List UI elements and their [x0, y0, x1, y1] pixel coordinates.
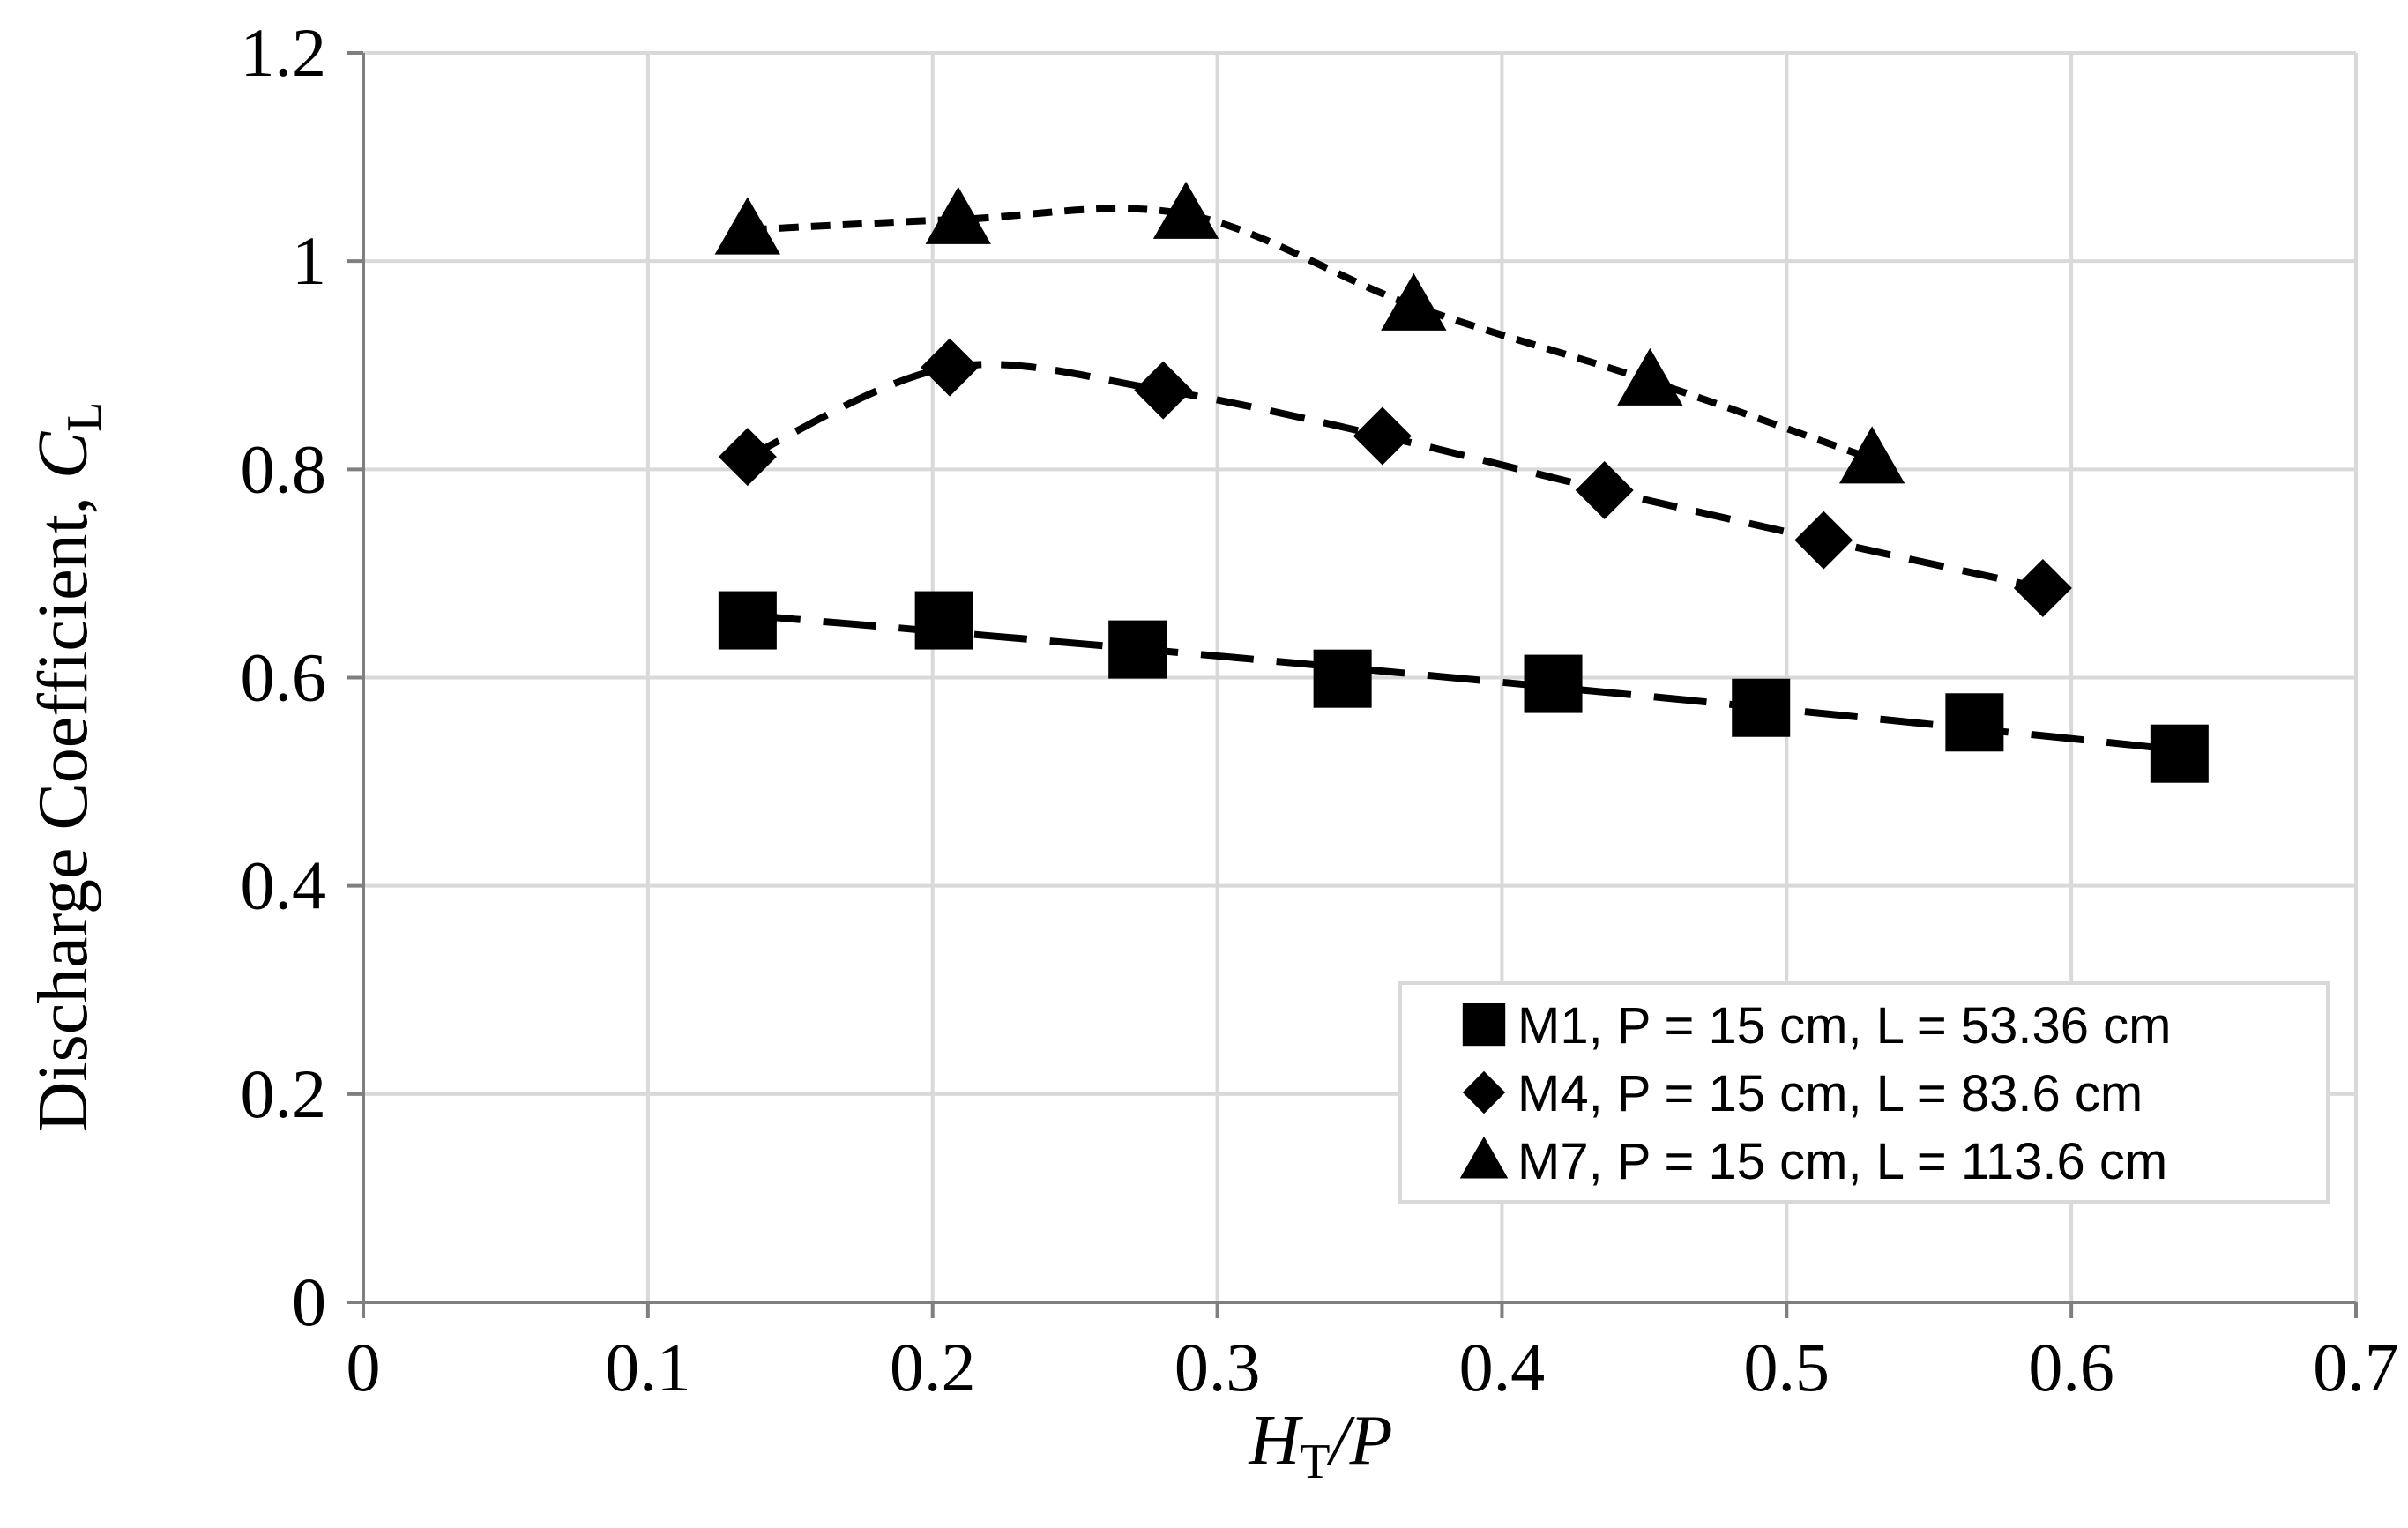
x-tick-label: 0.2 — [890, 1329, 976, 1405]
trendline-series-1 — [747, 611, 2181, 754]
x-axis-title-variable: H — [1248, 1402, 1303, 1480]
x-tick-label: 0 — [347, 1329, 381, 1405]
legend-marker-series-3 — [1459, 1136, 1509, 1179]
data-point-series-1 — [1732, 678, 1791, 737]
data-point-series-2 — [718, 428, 777, 487]
data-point-series-2 — [1353, 406, 1412, 466]
legend-label-series-3: M7, P = 15 cm, L = 113.6 cm — [1517, 1133, 2167, 1190]
legend: M1, P = 15 cm, L = 53.36 cm M4, P = 15 cm… — [1398, 981, 2330, 1204]
data-point-series-3 — [1838, 426, 1905, 484]
trendline-series-3 — [747, 205, 1874, 463]
axes-layer: 0 0.2 0.4 0.6 0.8 1 1.2 0 0.1 0.2 0.3 0.4 0.5 0.6 0.7 — [241, 14, 2399, 1405]
data-point-series-1 — [1945, 693, 2004, 752]
y-tick-label: 0.8 — [241, 430, 327, 507]
trendline-layer — [746, 205, 2181, 754]
legend-label-series-2: M4, P = 15 cm, L = 83.6 cm — [1517, 1065, 2143, 1122]
x-tick-label: 0.6 — [2028, 1329, 2114, 1405]
data-point-series-2 — [1794, 511, 1853, 570]
x-axis-title-subscript: T — [1300, 1435, 1330, 1489]
legend-box — [1398, 981, 2330, 1204]
data-point-series-2 — [921, 338, 980, 397]
x-tick-label: 0.4 — [1459, 1329, 1546, 1405]
x-axis-title-rest: /P — [1326, 1402, 1392, 1480]
y-tick-label: 0.2 — [241, 1055, 327, 1132]
data-point-series-1 — [914, 591, 973, 650]
y-axis-title: Discharge Coefficient, CL — [25, 402, 112, 1133]
data-point-series-2 — [1575, 460, 1634, 519]
legend-marker-series-1 — [1462, 1003, 1506, 1047]
legend-marker-series-2 — [1462, 1070, 1506, 1114]
data-point-series-3 — [714, 197, 781, 255]
x-tick-label: 0.7 — [2313, 1329, 2399, 1405]
data-point-series-3 — [1381, 272, 1447, 331]
data-point-series-1 — [1108, 620, 1167, 679]
x-tick-label: 0.5 — [1744, 1329, 1830, 1405]
y-axis-title-prefix: Discharge Coefficient, — [25, 479, 102, 1132]
y-tick-label: 0.6 — [241, 639, 327, 716]
x-tick-label: 0.3 — [1174, 1329, 1261, 1405]
data-point-series-1 — [1524, 654, 1583, 713]
data-point-series-3 — [1617, 347, 1683, 406]
data-point-series-1 — [718, 591, 777, 650]
data-point-series-1 — [2150, 724, 2209, 783]
y-tick-label: 0.4 — [241, 847, 327, 924]
legend-label-series-1: M1, P = 15 cm, L = 53.36 cm — [1517, 997, 2171, 1055]
data-point-series-2 — [1134, 361, 1193, 420]
y-tick-label: 1.2 — [241, 14, 327, 91]
y-axis-title-variable: C — [25, 430, 102, 479]
x-axis-title: HT/P — [1248, 1402, 1392, 1489]
marker-layer — [714, 181, 2209, 783]
x-tick-label: 0.1 — [605, 1329, 691, 1405]
data-point-series-3 — [925, 186, 991, 244]
data-point-series-2 — [2013, 558, 2072, 617]
y-tick-label: 0 — [292, 1263, 326, 1340]
data-point-series-3 — [1152, 181, 1219, 239]
y-axis-title-subscript: L — [57, 402, 112, 432]
grid-layer — [363, 51, 2358, 1302]
y-tick-label: 1 — [292, 222, 326, 299]
data-point-series-1 — [1313, 649, 1372, 708]
